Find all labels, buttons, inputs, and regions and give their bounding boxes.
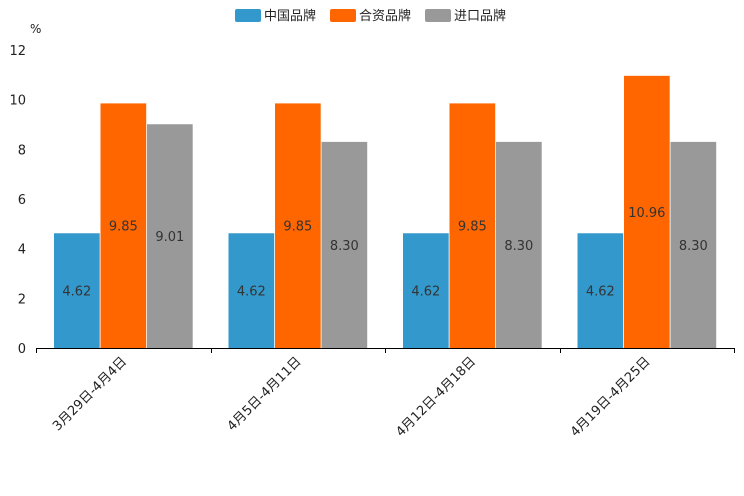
legend-label-1: 中国品牌	[264, 8, 316, 24]
data-labels: 4.62 9.85 9.01 4.62 9.85 8.30 4.62 9.85 8.30 4.62…	[62, 206, 707, 300]
x-axis	[36, 348, 735, 353]
y-tick-label-0: 0	[18, 342, 26, 357]
legend: 中国品牌 合资品牌 进口品牌	[235, 8, 506, 24]
data-label-1-4: 4.62	[586, 285, 615, 300]
bar-2-4	[624, 75, 670, 349]
data-label-3-1: 9.01	[155, 230, 184, 245]
data-label-1-2: 4.62	[237, 285, 266, 300]
data-label-3-2: 8.30	[330, 239, 359, 254]
bar-3-4	[670, 141, 717, 348]
data-label-1-3: 4.62	[411, 285, 440, 300]
data-label-2-2: 9.85	[283, 220, 312, 235]
x-tick-label-4: 4月19日-4月25日	[568, 354, 654, 440]
bar-2-1	[100, 103, 147, 349]
x-tick-label-1: 3月29日-4月4日	[50, 354, 130, 434]
y-tick-label-4: 4	[18, 243, 26, 258]
data-label-2-4: 10.96	[628, 206, 665, 221]
bar-3-2	[321, 141, 368, 348]
y-tick-label-12: 12	[9, 44, 26, 59]
y-axis-ticks: 0 2 4 6 8 10 12	[9, 44, 26, 357]
bar-1-2	[228, 233, 275, 348]
data-label-2-1: 9.85	[109, 220, 138, 235]
data-label-3-4: 8.30	[679, 239, 708, 254]
legend-swatch-1	[235, 9, 261, 22]
legend-swatch-3	[425, 9, 451, 22]
legend-swatch-2	[330, 9, 356, 22]
legend-label-2: 合资品牌	[359, 8, 411, 24]
y-tick-label-10: 10	[9, 94, 26, 109]
data-label-3-3: 8.30	[504, 239, 533, 254]
bar-1-3	[403, 233, 449, 348]
bar-2-2	[275, 103, 321, 349]
y-tick-label-6: 6	[18, 193, 26, 208]
y-tick-label-2: 2	[18, 292, 26, 307]
bar-3-1	[147, 124, 193, 348]
x-tick-label-2: 4月5日-4月11日	[225, 354, 305, 434]
bar-2-3	[449, 103, 496, 349]
legend-label-3: 进口品牌	[454, 8, 506, 24]
y-axis-unit-label: %	[30, 22, 41, 36]
y-tick-label-8: 8	[18, 143, 26, 158]
bar-1-4	[577, 233, 624, 348]
bar-1-1	[54, 233, 100, 348]
bars	[54, 75, 717, 349]
bar-3-3	[496, 141, 542, 348]
data-label-2-3: 9.85	[458, 220, 487, 235]
x-axis-ticks: 3月29日-4月4日 4月5日-4月11日 4月12日-4月18日 4月19日-4月2…	[50, 354, 653, 440]
data-label-1-1: 4.62	[62, 285, 91, 300]
x-tick-label-3: 4月12日-4月18日	[393, 354, 479, 440]
